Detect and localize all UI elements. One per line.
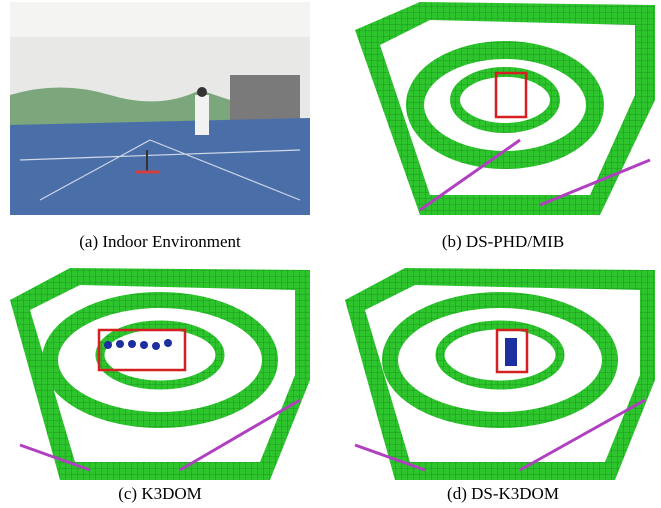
figure: (a) Indoor Environment (b) DS-PHD/MIB (c…: [0, 0, 661, 508]
voxel-map-c: [10, 268, 310, 480]
photo-panel: [10, 2, 310, 215]
caption: (a) Indoor Environment: [79, 232, 241, 251]
voxel-map-b: [355, 2, 655, 215]
caption: (b) DS-PHD/MIB: [442, 232, 564, 251]
caption: (c) K3DOM: [118, 484, 202, 503]
voxel-map-d: [345, 268, 655, 480]
caption: (d) DS-K3DOM: [447, 484, 559, 503]
